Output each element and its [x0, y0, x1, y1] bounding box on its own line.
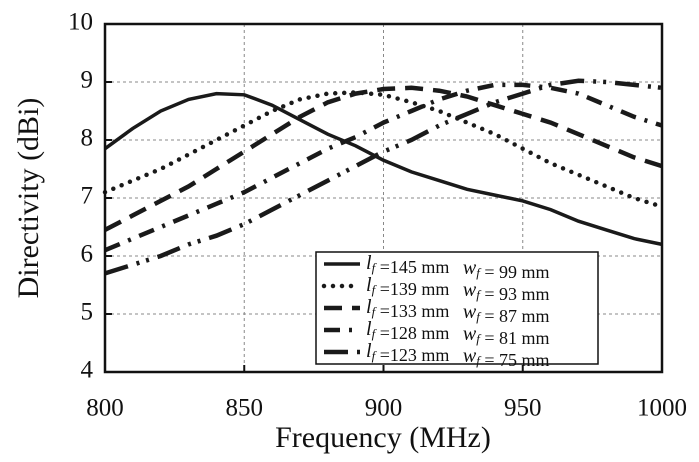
x-tick-label: 950	[504, 395, 542, 422]
y-tick-label: 10	[68, 9, 93, 36]
legend-box	[315, 251, 599, 365]
y-tick-label: 6	[81, 241, 94, 268]
y-tick-label: 5	[81, 299, 94, 326]
x-axis-title: Frequency (MHz)	[275, 421, 491, 454]
legend-label: lf =145 mm wf = 99 mm	[366, 252, 549, 283]
y-axis-title: Directivity (dBi)	[12, 98, 45, 299]
series-line	[103, 85, 663, 232]
legend-label: lf =139 mm wf = 93 mm	[366, 274, 549, 305]
x-tick-label: 800	[86, 395, 124, 422]
x-tick-label: 900	[365, 395, 403, 422]
legend-label: lf =128 mm wf = 81 mm	[366, 318, 549, 349]
legend-label: lf =123 mm wf = 75 mm	[366, 340, 549, 371]
x-tick-label: 1000	[637, 395, 687, 422]
x-tick-label: 850	[226, 395, 264, 422]
series-line	[104, 78, 663, 276]
y-tick-label: 7	[81, 183, 94, 210]
y-tick-label: 4	[81, 357, 94, 384]
y-tick-label: 9	[81, 67, 94, 94]
series-line	[103, 91, 663, 247]
y-tick-label: 8	[81, 125, 94, 152]
legend-label: lf =133 mm wf = 87 mm	[366, 296, 549, 327]
plot-frame	[103, 22, 664, 374]
series-line	[104, 82, 663, 253]
